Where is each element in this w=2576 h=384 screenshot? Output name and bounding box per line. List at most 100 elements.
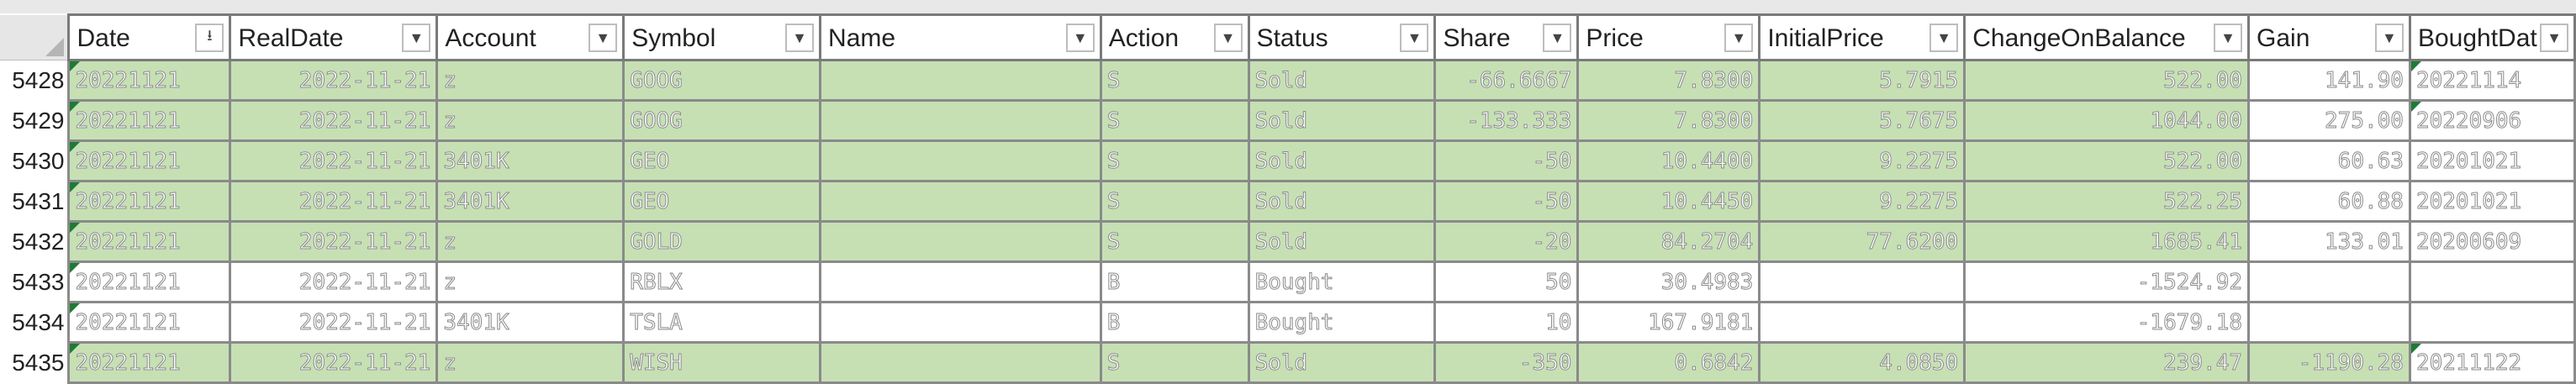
row-number[interactable]: 5432 — [0, 221, 70, 262]
cell-date[interactable]: 20221121 — [67, 260, 232, 303]
cell-status[interactable]: Sold — [1247, 99, 1437, 142]
cell-boughtdat[interactable] — [2408, 260, 2576, 303]
cell-status[interactable]: Sold — [1247, 180, 1437, 223]
cell-symbol[interactable]: GEO — [622, 180, 822, 223]
cell-symbol[interactable]: RBLX — [622, 260, 822, 303]
cell-gain[interactable]: -1190.28 — [2247, 341, 2411, 384]
cell-price[interactable]: 10.4400 — [1576, 139, 1761, 182]
cell-account[interactable]: z — [435, 99, 626, 142]
cell-status[interactable]: Sold — [1247, 59, 1437, 102]
cell-account[interactable]: 3401K — [435, 139, 626, 182]
cell-price[interactable]: 0.6842 — [1576, 341, 1761, 384]
column-header-date[interactable]: Date ⭳ — [67, 13, 232, 61]
cell-status[interactable]: Bought — [1247, 260, 1437, 303]
column-header-gain[interactable]: Gain ▼ — [2247, 13, 2411, 61]
cell-gain[interactable]: 60.88 — [2247, 180, 2411, 223]
cell-boughtdat[interactable]: 20211122 — [2408, 341, 2576, 384]
cell-gain[interactable]: 141.90 — [2247, 59, 2411, 102]
cell-share[interactable]: -350 — [1433, 341, 1580, 384]
filter-dropdown-icon[interactable]: ▼ — [1543, 24, 1572, 52]
column-header-share[interactable]: Share ▼ — [1433, 13, 1580, 61]
filter-dropdown-icon[interactable]: ▼ — [785, 24, 815, 52]
filter-dropdown-icon[interactable]: ▼ — [2540, 24, 2568, 52]
cell-share[interactable]: -66.6667 — [1433, 59, 1580, 102]
filter-dropdown-icon[interactable]: ▼ — [2214, 24, 2243, 52]
cell-realdate[interactable]: 2022-11-21 — [229, 139, 439, 182]
row-number[interactable]: 5428 — [0, 60, 70, 101]
cell-status[interactable]: Sold — [1247, 139, 1437, 182]
cell-price[interactable]: 7.8300 — [1576, 59, 1761, 102]
cell-date[interactable]: 20221121 — [67, 99, 232, 142]
cell-changeonbalance[interactable]: -1524.92 — [1963, 260, 2251, 303]
cell-realdate[interactable]: 2022-11-21 — [229, 260, 439, 303]
filter-dropdown-icon[interactable]: ▼ — [1065, 24, 1095, 52]
cell-gain[interactable]: 60.63 — [2247, 139, 2411, 182]
cell-boughtdat[interactable] — [2408, 301, 2576, 344]
filter-dropdown-icon[interactable]: ▼ — [2374, 24, 2404, 52]
cell-initialprice[interactable] — [1758, 260, 1966, 303]
cell-changeonbalance[interactable]: 522.00 — [1963, 59, 2251, 102]
cell-action[interactable]: S — [1099, 99, 1250, 142]
cell-account[interactable]: 3401K — [435, 180, 626, 223]
column-header-symbol[interactable]: Symbol ▼ — [622, 13, 822, 61]
cell-boughtdat[interactable]: 20221114 — [2408, 59, 2576, 102]
column-header-realdate[interactable]: RealDate ▼ — [229, 13, 439, 61]
cell-price[interactable]: 167.9181 — [1576, 301, 1761, 344]
cell-initialprice[interactable]: 4.0850 — [1758, 341, 1966, 384]
cell-action[interactable]: S — [1099, 341, 1250, 384]
filter-dropdown-icon[interactable]: ▼ — [589, 24, 618, 52]
cell-boughtdat[interactable]: 20220906 — [2408, 99, 2576, 142]
cell-name[interactable] — [819, 99, 1102, 142]
cell-initialprice[interactable]: 5.7675 — [1758, 99, 1966, 142]
cell-price[interactable]: 84.2704 — [1576, 220, 1761, 263]
cell-account[interactable]: z — [435, 220, 626, 263]
cell-account[interactable]: 3401K — [435, 301, 626, 344]
cell-action[interactable]: S — [1099, 59, 1250, 102]
row-number[interactable]: 5434 — [0, 302, 70, 343]
cell-boughtdat[interactable]: 20201021 — [2408, 139, 2576, 182]
filter-dropdown-icon[interactable]: ▼ — [402, 24, 431, 52]
cell-action[interactable]: S — [1099, 139, 1250, 182]
filter-dropdown-icon[interactable]: ▼ — [1724, 24, 1754, 52]
cell-symbol[interactable]: GOOG — [622, 59, 822, 102]
cell-changeonbalance[interactable]: 239.47 — [1963, 341, 2251, 384]
cell-changeonbalance[interactable]: 1685.41 — [1963, 220, 2251, 263]
cell-share[interactable]: -20 — [1433, 220, 1580, 263]
cell-gain[interactable]: 275.00 — [2247, 99, 2411, 142]
cell-symbol[interactable]: GOLD — [622, 220, 822, 263]
select-all-corner[interactable] — [0, 14, 70, 60]
cell-account[interactable]: z — [435, 260, 626, 303]
row-number[interactable]: 5433 — [0, 261, 70, 302]
cell-realdate[interactable]: 2022-11-21 — [229, 59, 439, 102]
cell-price[interactable]: 30.4983 — [1576, 260, 1761, 303]
cell-initialprice[interactable]: 9.2275 — [1758, 139, 1966, 182]
cell-boughtdat[interactable]: 20201021 — [2408, 180, 2576, 223]
column-header-initialprice[interactable]: InitialPrice ▼ — [1758, 13, 1966, 61]
cell-realdate[interactable]: 2022-11-21 — [229, 180, 439, 223]
cell-date[interactable]: 20221121 — [67, 139, 232, 182]
cell-gain[interactable]: 133.01 — [2247, 220, 2411, 263]
cell-status[interactable]: Sold — [1247, 341, 1437, 384]
cell-symbol[interactable]: GEO — [622, 139, 822, 182]
cell-name[interactable] — [819, 260, 1102, 303]
cell-name[interactable] — [819, 301, 1102, 344]
column-header-changeonbalance[interactable]: ChangeOnBalance ▼ — [1963, 13, 2251, 61]
cell-action[interactable]: S — [1099, 180, 1250, 223]
cell-action[interactable]: S — [1099, 220, 1250, 263]
column-header-boughtdat[interactable]: BoughtDat ▼ — [2408, 13, 2576, 61]
cell-name[interactable] — [819, 139, 1102, 182]
column-header-account[interactable]: Account ▼ — [435, 13, 626, 61]
cell-name[interactable] — [819, 59, 1102, 102]
cell-gain[interactable] — [2247, 260, 2411, 303]
cell-symbol[interactable]: TSLA — [622, 301, 822, 344]
cell-gain[interactable] — [2247, 301, 2411, 344]
cell-price[interactable]: 7.8300 — [1576, 99, 1761, 142]
cell-realdate[interactable]: 2022-11-21 — [229, 99, 439, 142]
cell-account[interactable]: z — [435, 341, 626, 384]
cell-date[interactable]: 20221121 — [67, 220, 232, 263]
row-number[interactable]: 5429 — [0, 100, 70, 141]
cell-changeonbalance[interactable]: 1044.00 — [1963, 99, 2251, 142]
cell-realdate[interactable]: 2022-11-21 — [229, 301, 439, 344]
cell-initialprice[interactable] — [1758, 301, 1966, 344]
cell-name[interactable] — [819, 341, 1102, 384]
